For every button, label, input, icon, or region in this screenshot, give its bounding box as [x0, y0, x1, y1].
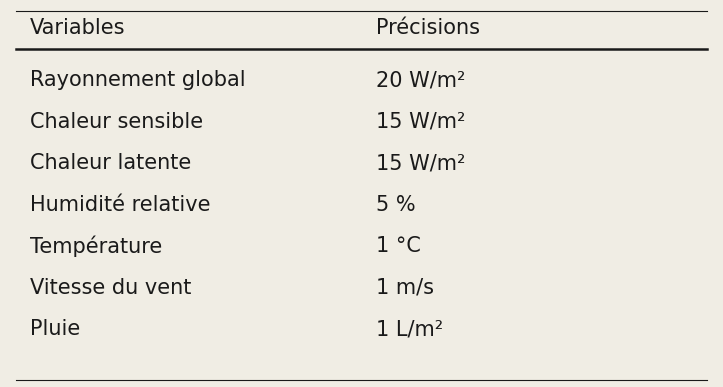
Text: 15 W/m²: 15 W/m² [376, 153, 466, 173]
Text: Chaleur latente: Chaleur latente [30, 153, 192, 173]
Text: 15 W/m²: 15 W/m² [376, 112, 466, 132]
Text: Précisions: Précisions [376, 18, 480, 38]
Text: Vitesse du vent: Vitesse du vent [30, 277, 192, 298]
Text: Variables: Variables [30, 18, 126, 38]
Text: 1 L/m²: 1 L/m² [376, 319, 443, 339]
Text: Humidité relative: Humidité relative [30, 195, 210, 215]
Text: 1 °C: 1 °C [376, 236, 421, 256]
Text: 5 %: 5 % [376, 195, 416, 215]
Text: Chaleur sensible: Chaleur sensible [30, 112, 203, 132]
Text: Rayonnement global: Rayonnement global [30, 70, 246, 90]
Text: 1 m/s: 1 m/s [376, 277, 434, 298]
Text: 20 W/m²: 20 W/m² [376, 70, 466, 90]
Text: Pluie: Pluie [30, 319, 80, 339]
Text: Température: Température [30, 235, 163, 257]
